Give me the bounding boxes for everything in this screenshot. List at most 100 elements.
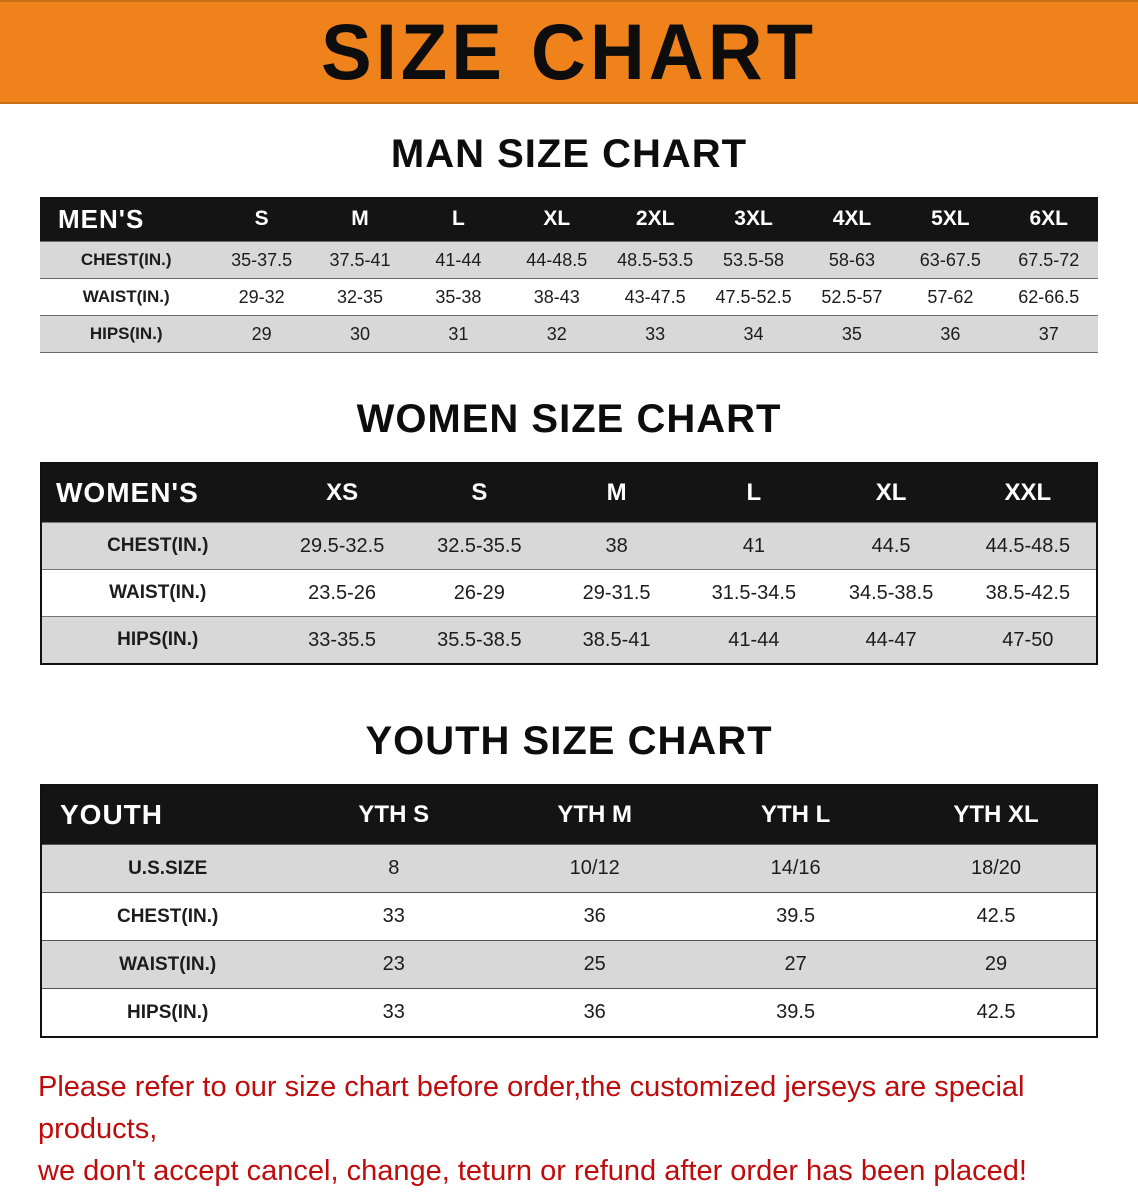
measurement-value-cell: 31	[448, 323, 469, 344]
size-column-header: 2XL	[605, 197, 705, 242]
disclaimer-line-2: we don't accept cancel, change, teturn o…	[38, 1155, 1027, 1188]
measurement-value-cell: 35	[841, 323, 862, 344]
measurement-value-cell: 39.5	[776, 905, 816, 927]
measurement-value-cell: 44-47	[865, 628, 917, 651]
man-size-chart-heading: MAN SIZE CHART	[390, 132, 748, 176]
measurement-row: WAIST(IN.) 23.5-26 26-29 29-31.5 31.5-34.5 34…	[41, 569, 1097, 617]
measurement-row: WAIST(IN.) 23 25 27 29	[41, 940, 1097, 989]
disclaimer-line-1: Please refer to our size chart before or…	[38, 1071, 1025, 1146]
measurement-label-cell: WAIST(IN.)	[109, 582, 207, 603]
measurement-value-cell: 23	[382, 953, 405, 975]
measurement-value-cell: 38.5-42.5	[985, 581, 1071, 604]
man-size-chart-section: MAN SIZE CHART MEN'S S M L XL 2XL 3XL 4XL 5XL 6XL…	[0, 132, 1138, 353]
measurement-value-cell: 44.5-48.5	[985, 534, 1071, 557]
measurement-value-cell: 63-67.5	[919, 249, 981, 270]
measurement-value-cell: 25	[583, 953, 606, 975]
size-column-header: 3XL	[704, 197, 803, 242]
size-column-header: M	[547, 463, 686, 523]
measurement-row: HIPS(IN.) 33 36 39.5 42.5	[41, 988, 1097, 1037]
size-column-header: M	[310, 197, 410, 242]
measurement-value-cell: 33-35.5	[308, 628, 377, 651]
measurement-value-cell: 37.5-41	[329, 249, 391, 270]
measurement-value-cell: 27	[784, 953, 807, 975]
measurement-value-cell: 33	[645, 323, 666, 344]
measurement-row: HIPS(IN.) 33-35.5 35.5-38.5 38.5-41 41-44 44-…	[41, 616, 1097, 664]
measurement-value-cell: 38-43	[533, 286, 580, 307]
size-table-header-row: WOMEN'S XS S M L XL XXL	[41, 463, 1097, 523]
measurement-value-cell: 38	[605, 534, 628, 557]
size-table-head: WOMEN'S XS S M L XL XXL	[41, 463, 1097, 523]
measurement-value-cell: 44.5	[871, 534, 911, 557]
disclaimer: Please refer to our size chart before or…	[38, 1066, 1100, 1192]
size-column-header: XL	[507, 197, 606, 242]
measurement-label-cell: CHEST(IN.)	[107, 535, 209, 556]
measurement-value-cell: 36	[583, 905, 606, 927]
banner: SIZE CHART	[0, 0, 1138, 104]
youth-size-table: YOUTH YTH S YTH M YTH L YTH XL U.S.SIZE 8 10/12…	[40, 784, 1098, 1038]
size-column-header: YTH XL	[896, 785, 1097, 845]
banner-title: SIZE CHART	[321, 7, 817, 97]
measurement-value-cell: 62-66.5	[1018, 286, 1080, 307]
measurement-value-cell: 32	[546, 323, 567, 344]
size-column-header: 6XL	[999, 197, 1098, 242]
measurement-value-cell: 39.5	[776, 1001, 816, 1023]
measurement-value-cell: 53.5-58	[723, 249, 785, 270]
measurement-value-cell: 10/12	[569, 857, 620, 879]
size-table-head: YOUTH YTH S YTH M YTH L YTH XL	[41, 785, 1097, 845]
size-table-body: CHEST(IN.) 29.5-32.5 32.5-35.5 38 41 44.5 44.5…	[41, 522, 1097, 664]
measurement-value-cell: 52.5-57	[821, 286, 883, 307]
youth-size-chart-heading: YOUTH SIZE CHART	[365, 719, 773, 763]
group-label-cell: MEN'S	[40, 197, 213, 242]
measurement-value-cell: 42.5	[976, 905, 1016, 927]
size-column-header: YTH L	[695, 785, 897, 845]
measurement-value-cell: 18/20	[971, 857, 1022, 879]
measurement-value-cell: 35-38	[435, 286, 482, 307]
measurement-label-cell: HIPS(IN.)	[89, 324, 163, 343]
measurement-value-cell: 31.5-34.5	[711, 581, 797, 604]
measurement-value-cell: 47.5-52.5	[715, 286, 792, 307]
measurement-row: CHEST(IN.) 35-37.5 37.5-41 41-44 44-48.5 48.5…	[40, 241, 1098, 279]
measurement-value-cell: 43-47.5	[624, 286, 686, 307]
size-table-header-row: MEN'S S M L XL 2XL 3XL 4XL 5XL 6XL	[40, 197, 1098, 242]
size-column-header: XL	[822, 463, 960, 523]
measurement-value-cell: 29.5-32.5	[299, 534, 385, 557]
size-table-body: U.S.SIZE 8 10/12 14/16 18/20 CHEST(IN.) 33 36 39…	[41, 844, 1097, 1037]
measurement-value-cell: 30	[349, 323, 370, 344]
size-column-header: XS	[273, 463, 411, 523]
measurement-value-cell: 32-35	[336, 286, 384, 307]
measurement-value-cell: 33	[382, 905, 405, 927]
measurement-label-cell: HIPS(IN.)	[117, 629, 199, 650]
measurement-value-cell: 47-50	[1002, 628, 1054, 651]
size-table-head: MEN'S S M L XL 2XL 3XL 4XL 5XL 6XL	[40, 197, 1098, 242]
measurement-value-cell: 42.5	[976, 1001, 1016, 1023]
women-size-chart-heading: WOMEN SIZE CHART	[356, 397, 782, 441]
women-size-chart-section: WOMEN SIZE CHART WOMEN'S XS S M L XL XXL CHEST(…	[0, 397, 1138, 665]
measurement-value-cell: 41-44	[728, 628, 780, 651]
measurement-value-cell: 8	[388, 857, 400, 879]
measurement-row: HIPS(IN.) 29 30 31 32 33 34 35 36 37	[40, 315, 1098, 353]
size-table-body: CHEST(IN.) 35-37.5 37.5-41 41-44 44-48.5 48.5…	[40, 241, 1098, 353]
measurement-value-cell: 34.5-38.5	[848, 581, 934, 604]
size-column-header: L	[685, 463, 823, 523]
measurement-value-cell: 32.5-35.5	[437, 534, 522, 557]
youth-size-chart-section: YOUTH SIZE CHART YOUTH YTH S YTH M YTH L YTH…	[0, 719, 1138, 1038]
measurement-label-cell: WAIST(IN.)	[119, 953, 217, 975]
measurement-label-cell: U.S.SIZE	[128, 857, 208, 879]
measurement-row: U.S.SIZE 8 10/12 14/16 18/20	[41, 844, 1097, 893]
size-column-header: S	[410, 463, 548, 523]
size-table-header-row: YOUTH YTH S YTH M YTH L YTH XL	[41, 785, 1097, 845]
measurement-value-cell: 37	[1038, 323, 1059, 344]
measurement-value-cell: 38.5-41	[582, 628, 651, 651]
measurement-value-cell: 36	[940, 323, 961, 344]
measurement-row: CHEST(IN.) 33 36 39.5 42.5	[41, 892, 1097, 941]
size-column-header: YTH S	[293, 785, 495, 845]
measurement-label-cell: CHEST(IN.)	[80, 250, 172, 269]
measurement-value-cell: 58-63	[828, 249, 875, 270]
measurement-value-cell: 34	[743, 323, 764, 344]
size-column-header: 4XL	[802, 197, 902, 242]
measurement-value-cell: 29-31.5	[582, 581, 651, 604]
measurement-value-cell: 41	[742, 534, 765, 557]
size-column-header: XXL	[959, 463, 1097, 523]
measurement-value-cell: 41-44	[435, 249, 482, 270]
